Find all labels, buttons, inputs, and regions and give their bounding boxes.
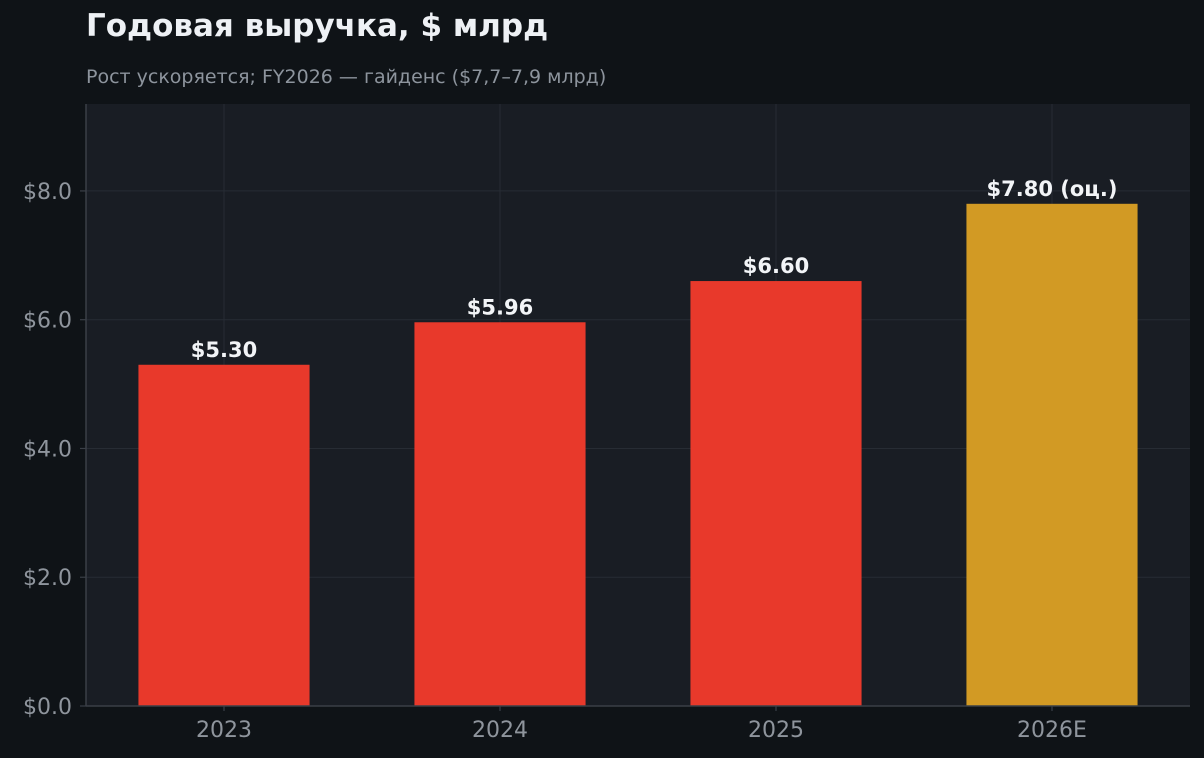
axes: 2023 2024 2025 2026E $0.0 $2.0 $4.0 $6.0 $8.0 bbox=[23, 104, 1190, 743]
bars bbox=[138, 203, 1138, 706]
x-tick-label: 2025 bbox=[748, 718, 804, 743]
bar bbox=[138, 364, 310, 706]
bar bbox=[690, 281, 862, 706]
x-tick-label: 2023 bbox=[196, 718, 252, 743]
x-tick-label: 2024 bbox=[472, 718, 528, 743]
chart-title: Годовая выручка, $ млрд bbox=[86, 8, 549, 44]
y-tick-label: $6.0 bbox=[23, 309, 72, 334]
y-tick-label: $8.0 bbox=[23, 180, 72, 205]
y-tick-label: $0.0 bbox=[23, 695, 72, 720]
y-tick-label: $4.0 bbox=[23, 437, 72, 462]
bar-value-label: $6.60 bbox=[743, 254, 809, 278]
bar-value-label: $5.30 bbox=[191, 338, 257, 362]
value-labels: $5.30 $5.96 $6.60 $7.80 (оц.) bbox=[191, 177, 1118, 362]
x-tick-label: 2026E bbox=[1017, 718, 1087, 743]
bar-estimate bbox=[966, 203, 1138, 706]
y-tick-label: $2.0 bbox=[23, 566, 72, 591]
bar bbox=[414, 322, 586, 706]
bar-value-label: $7.80 (оц.) bbox=[987, 177, 1118, 201]
chart-subtitle: Рост ускоряется; FY2026 — гайденс ($7,7–… bbox=[86, 66, 607, 88]
bar-value-label: $5.96 bbox=[467, 295, 533, 319]
